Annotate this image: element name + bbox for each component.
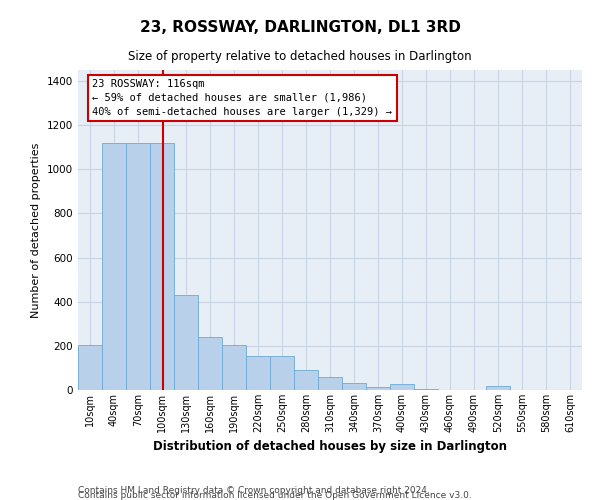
Bar (126, 143, 150, 390)
Bar (222, 345, 246, 390)
Text: Contains public sector information licensed under the Open Government Licence v3: Contains public sector information licen… (78, 491, 472, 500)
Bar (246, 356, 270, 390)
Bar (486, 386, 510, 390)
Text: 23, ROSSWAY, DARLINGTON, DL1 3RD: 23, ROSSWAY, DARLINGTON, DL1 3RD (140, 20, 460, 35)
X-axis label: Distribution of detached houses by size in Darlington: Distribution of detached houses by size … (153, 440, 507, 454)
Bar (150, 143, 174, 390)
Bar (342, 384, 366, 390)
Text: 23 ROSSWAY: 116sqm
← 59% of detached houses are smaller (1,986)
40% of semi-deta: 23 ROSSWAY: 116sqm ← 59% of detached hou… (92, 79, 392, 117)
Bar (390, 384, 414, 390)
Bar (414, 389, 438, 390)
Bar (198, 337, 222, 390)
Bar (102, 143, 126, 390)
Bar (270, 356, 294, 390)
Bar (294, 370, 318, 390)
Text: Contains HM Land Registry data © Crown copyright and database right 2024.: Contains HM Land Registry data © Crown c… (78, 486, 430, 495)
Y-axis label: Number of detached properties: Number of detached properties (31, 142, 41, 318)
Bar (78, 345, 102, 390)
Bar (366, 386, 390, 390)
Bar (318, 377, 342, 390)
Bar (174, 295, 198, 390)
Text: Size of property relative to detached houses in Darlington: Size of property relative to detached ho… (128, 50, 472, 63)
